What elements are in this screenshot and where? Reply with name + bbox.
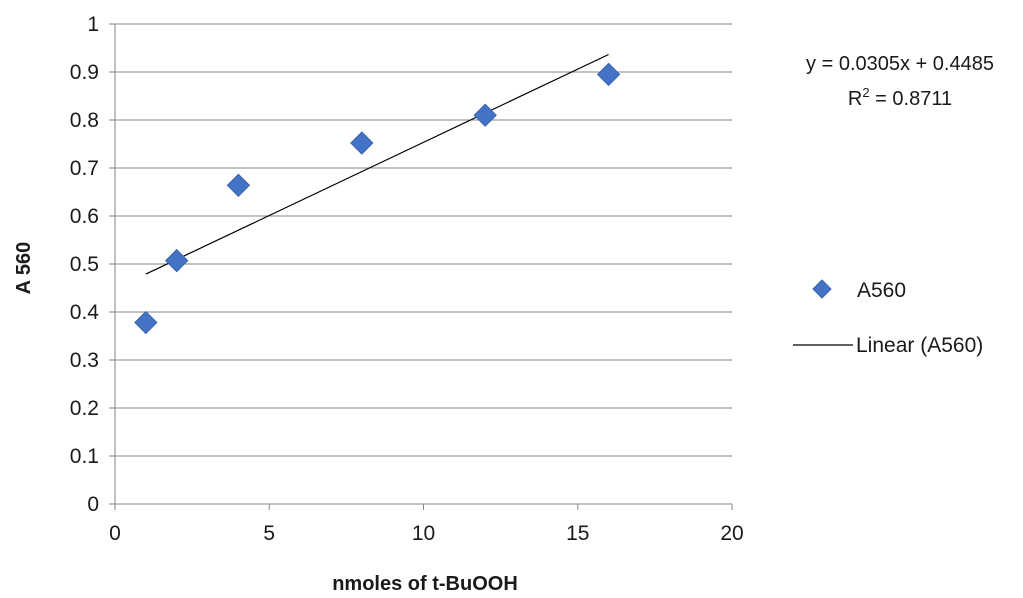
legend-item-series: A560 — [812, 279, 906, 302]
data-point — [164, 248, 189, 273]
r-squared-prefix: R — [848, 88, 862, 110]
axes — [109, 23, 733, 510]
data-points — [134, 62, 621, 335]
tick-labels: 00.10.20.30.40.50.60.70.80.910 5 10 15 20 — [70, 13, 744, 545]
data-point — [226, 173, 251, 197]
y-tick-label: 0.5 — [70, 253, 99, 276]
x-tick-label: 5 — [263, 522, 275, 545]
y-tick-label: 0.6 — [70, 205, 99, 228]
x-tick-label: 15 — [566, 522, 589, 545]
gridlines — [115, 23, 732, 457]
data-point — [350, 131, 374, 155]
legend-label-trendline: Linear (A560) — [856, 334, 983, 357]
x-axis-title: nmoles of t-BuOOH — [332, 573, 518, 595]
r-squared-exponent: 2 — [862, 85, 869, 100]
y-tick-label: 0 — [87, 493, 99, 516]
y-tick-label: 0.4 — [70, 301, 100, 324]
y-axis-title: A 560 — [13, 242, 35, 295]
y-tick-label: 0.3 — [70, 349, 99, 372]
y-tick-label: 0.2 — [70, 397, 99, 420]
data-point — [134, 310, 158, 335]
trendline-layer — [145, 53, 609, 275]
y-tick-label: 0.9 — [70, 61, 99, 84]
x-tick-label: 10 — [412, 522, 435, 545]
legend-label-series: A560 — [857, 279, 906, 302]
y-tick-label: 0.1 — [70, 445, 99, 468]
legend: A560 Linear (A560) — [793, 279, 983, 357]
data-point — [473, 103, 497, 127]
legend-diamond-marker — [812, 279, 832, 299]
y-tick-label: 1 — [87, 13, 99, 36]
trendline — [145, 53, 609, 275]
trendline-equation: y = 0.0305x + 0.4485 R2 = 0.8711 — [806, 53, 994, 110]
x-tick-label: 20 — [720, 522, 743, 545]
equation-text: y = 0.0305x + 0.4485 — [806, 53, 994, 75]
legend-item-trendline: Linear (A560) — [793, 334, 983, 357]
data-point — [596, 62, 621, 87]
y-tick-label: 0.8 — [70, 109, 99, 132]
r-squared-value: = 0.8711 — [870, 88, 952, 110]
x-tick-label: 0 — [109, 522, 121, 545]
r-squared-text: R2 = 0.8711 — [848, 85, 952, 110]
y-tick-label: 0.7 — [70, 157, 99, 180]
